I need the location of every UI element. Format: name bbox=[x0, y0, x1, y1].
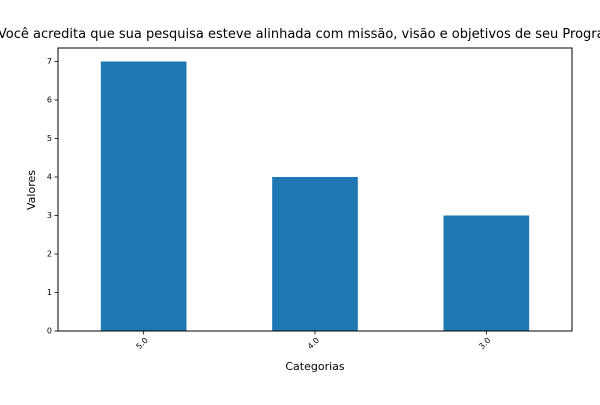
chart-title: Você acredita que sua pesquisa esteve al… bbox=[0, 27, 600, 42]
y-axis-label: Valores bbox=[25, 170, 38, 210]
x-axis-label: Categorias bbox=[285, 360, 345, 373]
y-tick-label: 1 bbox=[47, 288, 52, 297]
y-tick-label: 2 bbox=[47, 249, 52, 258]
bar-5.0 bbox=[100, 61, 187, 331]
y-axis-ticks: 0 1 2 3 4 5 6 7 bbox=[47, 57, 58, 336]
plot-frame bbox=[57, 47, 573, 332]
y-tick-label: 6 bbox=[47, 95, 52, 104]
y-tick-label: 7 bbox=[47, 57, 52, 66]
y-tick-label: 4 bbox=[47, 172, 52, 181]
y-tick-label: 5 bbox=[47, 134, 52, 143]
y-tick-label: 3 bbox=[47, 211, 52, 220]
bar-3.0 bbox=[443, 215, 530, 331]
bars-layer bbox=[100, 61, 530, 331]
bar-4.0 bbox=[272, 176, 358, 331]
y-tick-label: 0 bbox=[47, 327, 52, 336]
